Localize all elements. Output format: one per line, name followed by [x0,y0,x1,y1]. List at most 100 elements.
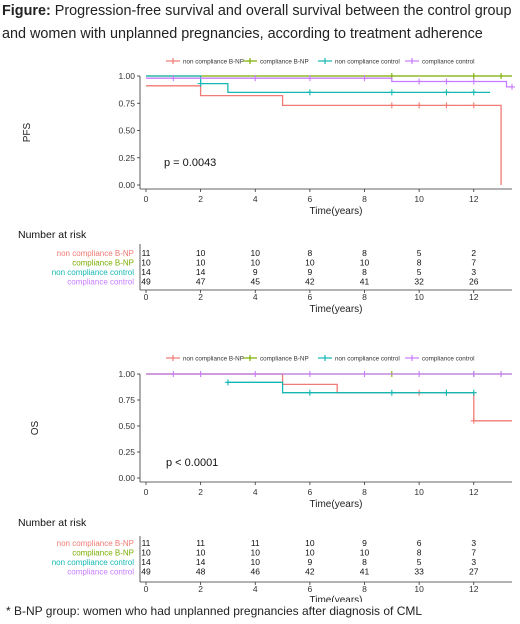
os-censor-mark-0-2 [470,417,477,424]
os-y-axis-label: OS [30,420,41,435]
os-risk-title: Number at risk [18,517,87,529]
pfs-censor-mark-2-4 [470,89,477,96]
os-censor-mark-3-4 [361,371,368,377]
pfs-risk-row-label-0: non compliance B-NP [57,249,134,258]
pfs-risk-cell-2-3: 9 [308,267,313,277]
pfs-x-tick-label-1: 2 [198,194,203,204]
os-risk-cell-0-3: 10 [305,538,315,548]
os-risk-cell-0-1: 11 [196,538,205,548]
os-legend-label-3: compliance control [422,356,475,363]
os-series-line-2 [227,381,474,394]
pfs-censor-mark-3-4 [416,78,423,85]
os-risk-row-label-2: non compliance control [52,558,134,567]
pfs-censor-mark-2-0 [197,80,204,87]
os-p-value: p < 0.0001 [166,457,218,469]
os-y-tick-label-1: 0.25 [118,447,135,457]
pfs-y-axis-label: PFS [22,122,33,142]
pfs-risk-cell-0-1: 10 [196,248,206,258]
os-censor-mark-3-0 [170,371,177,377]
pfs-risk-cell-1-4: 10 [360,258,370,268]
os-risk-cell-1-1: 10 [196,548,206,558]
pfs-censor-mark-3-5 [443,78,450,85]
os-risk-x-tick-label-5: 10 [414,584,424,594]
pfs-y-tick-label-4: 1.00 [118,71,135,81]
os-risk-cell-3-6: 27 [469,567,479,577]
os-censor-mark-3-3 [306,371,313,377]
os-x-axis-label: Time(years) [310,499,363,510]
os-risk-cell-2-1: 14 [196,557,206,567]
caption-label: Figure: [2,3,51,19]
pfs-risk-cell-3-4: 41 [360,277,370,287]
os-y-tick-label-4: 1.00 [118,369,135,379]
os-risk-cell-2-6: 3 [471,557,476,567]
pfs-risk-row-label-3: compliance control [67,278,134,287]
os-risk-cell-2-0: 14 [141,557,151,567]
pfs-risk-cell-2-6: 3 [471,267,476,277]
os-risk-cell-0-4: 9 [362,538,367,548]
os-risk-cell-1-2: 10 [251,548,261,558]
pfs-risk-cell-2-2: 9 [253,267,258,277]
pfs-risk-cell-2-1: 14 [196,267,206,277]
pfs-legend-label-3: compliance control [422,59,475,66]
pfs-x-tick-label-5: 10 [414,194,424,204]
os-risk-cell-1-6: 7 [471,548,476,558]
os-risk-x-tick-label-1: 2 [198,584,203,594]
os-x-tick-label-1: 2 [198,487,203,497]
pfs-x-tick-label-0: 0 [144,194,149,204]
pfs-risk-title: Number at risk [18,229,87,241]
os-risk-cell-1-0: 10 [141,548,151,558]
os-x-tick-label-2: 4 [253,487,258,497]
os-risk-cell-3-4: 41 [360,567,370,577]
caption-text: Progression-free survival and overall su… [2,3,512,42]
pfs-risk-x-tick-label-4: 8 [362,292,367,302]
os-risk-cell-1-4: 10 [360,548,370,558]
pfs-censor-mark-0-3 [470,102,477,109]
pfs-risk-x-tick-label-0: 0 [144,292,149,302]
pfs-risk-row-label-2: non compliance control [52,268,134,277]
pfs-chart: non compliance B-NP compliance B-NP non co… [18,58,515,314]
pfs-risk-cell-3-3: 42 [305,277,315,287]
os-risk-cell-0-6: 3 [471,538,476,548]
os-x-tick-label-3: 6 [308,487,313,497]
pfs-censor-mark-1-1 [470,73,477,79]
os-risk-x-axis-label: Time(years) [310,595,363,602]
pfs-risk-cell-2-4: 8 [362,267,367,277]
pfs-risk-cell-1-2: 10 [251,258,261,268]
os-x-tick-label-6: 12 [469,487,479,497]
os-censor-mark-2-0 [224,379,231,386]
os-censor-mark-2-3 [443,389,450,396]
pfs-risk-x-tick-label-5: 10 [414,292,424,302]
pfs-y-tick-label-1: 0.25 [118,153,135,163]
os-censor-mark-2-4 [470,389,477,396]
os-risk-x-tick-label-4: 8 [362,584,367,594]
pfs-risk-cell-1-0: 10 [141,258,151,268]
os-legend-label-0: non compliance B-NP [183,356,244,363]
os-y-tick-label-2: 0.50 [118,421,135,431]
pfs-censor-mark-0-2 [443,102,450,109]
pfs-risk-cell-3-5: 32 [414,277,424,287]
os-series-line-0 [146,373,512,422]
os-risk-x-tick-label-3: 6 [308,584,313,594]
os-risk-cell-2-4: 8 [362,557,367,567]
os-risk-cell-0-5: 6 [417,538,422,548]
pfs-risk-x-tick-label-2: 4 [253,292,258,302]
pfs-legend-label-2: non compliance control [335,59,400,66]
os-censor-mark-2-2 [388,389,395,396]
pfs-x-axis-label: Time(years) [310,206,363,217]
pfs-x-tick-label-6: 12 [469,194,479,204]
os-risk-cell-3-2: 46 [251,567,261,577]
pfs-risk-cell-2-5: 5 [417,267,422,277]
pfs-risk-cell-1-6: 7 [471,258,476,268]
pfs-risk-x-tick-label-3: 6 [308,292,313,302]
os-risk-cell-2-5: 5 [417,557,422,567]
pfs-risk-cell-2-0: 14 [141,267,151,277]
os-chart: non compliance B-NP compliance B-NP non co… [18,355,512,602]
pfs-risk-cell-0-0: 11 [142,248,151,258]
os-risk-x-tick-label-2: 4 [253,584,258,594]
pfs-censor-mark-2-1 [306,89,313,96]
pfs-censor-mark-3-2 [306,75,313,82]
pfs-y-tick-label-3: 0.75 [118,98,135,108]
pfs-y-tick-label-0: 0.00 [118,180,135,190]
os-legend-label-1: compliance B-NP [260,356,309,363]
pfs-risk-cell-3-2: 45 [251,277,261,287]
